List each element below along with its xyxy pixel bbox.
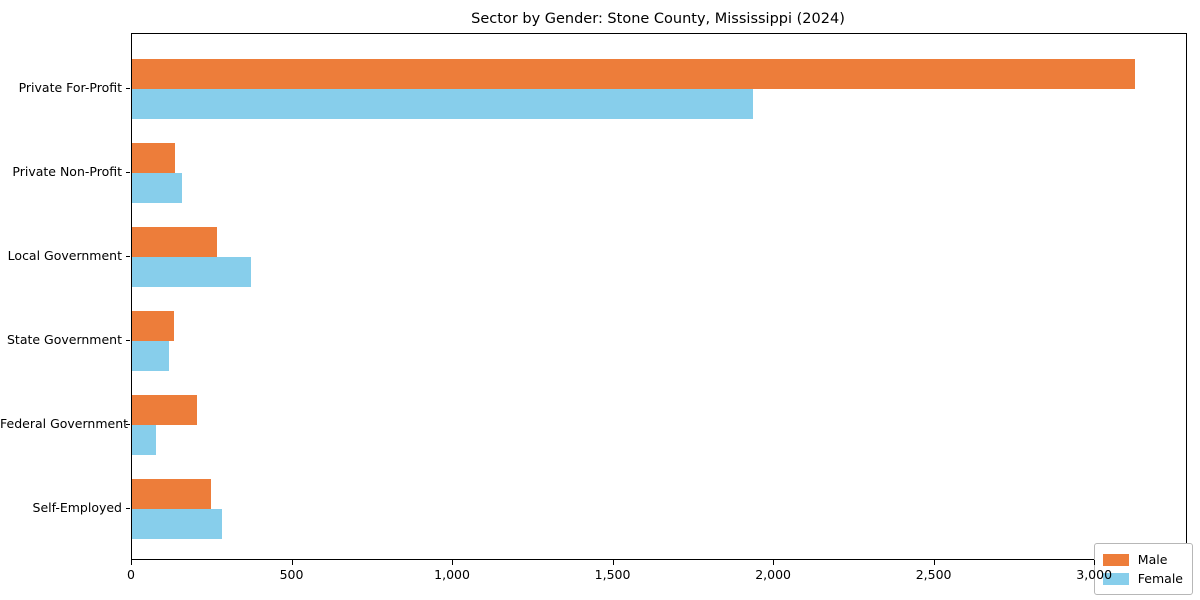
y-tick-label: Private Non-Profit [12,164,122,179]
bar-female [132,509,222,539]
y-tick-label: Self-Employed [32,500,122,515]
y-tick-label: Local Government [7,248,122,263]
x-tick-mark [612,560,614,565]
x-tick-mark [291,560,293,565]
bar-male [132,227,218,257]
y-tick-label: State Government [6,332,122,347]
bar-male [132,59,1135,89]
bar-female [132,257,251,287]
x-tick-label: 1,500 [594,567,631,582]
x-tick-mark [452,560,454,565]
bar-male [132,395,197,425]
legend-swatch-male [1102,553,1129,566]
x-tick-mark [933,560,935,565]
y-tick-label: Private For-Profit [18,80,122,95]
x-tick-label: 1,000 [434,567,470,582]
legend-label: Male [1137,552,1168,567]
y-tick-mark [126,340,130,341]
bar-female [132,341,169,371]
y-tick-mark [126,172,130,173]
bar-male [132,479,211,509]
x-tick-label: 2,500 [915,567,952,582]
legend-label: Female [1137,571,1183,586]
bar-female [132,173,183,203]
x-tick-mark [1094,560,1096,565]
y-tick-mark [126,508,130,509]
y-tick-mark [126,256,130,257]
bar-female [132,89,753,119]
bar-female [132,425,157,455]
legend-swatch-female [1102,572,1129,585]
legend-row: Male [1102,550,1183,569]
x-tick-mark [773,560,775,565]
x-tick-label: 500 [279,567,304,582]
x-tick-label: 0 [127,567,135,582]
y-tick-label: Federal Government [0,416,129,431]
x-tick-label: 2,000 [755,567,791,582]
bar-male [132,143,176,173]
legend: Male Female [1093,543,1193,595]
y-tick-mark [126,88,130,89]
bar-male [132,311,174,341]
plot-area [131,33,1187,560]
y-tick-mark [126,424,130,425]
x-tick-label: 3,000 [1076,567,1113,582]
chart-title: Sector by Gender: Stone County, Mississi… [471,11,845,27]
x-tick-mark [131,560,132,565]
legend-row: Female [1102,569,1183,588]
